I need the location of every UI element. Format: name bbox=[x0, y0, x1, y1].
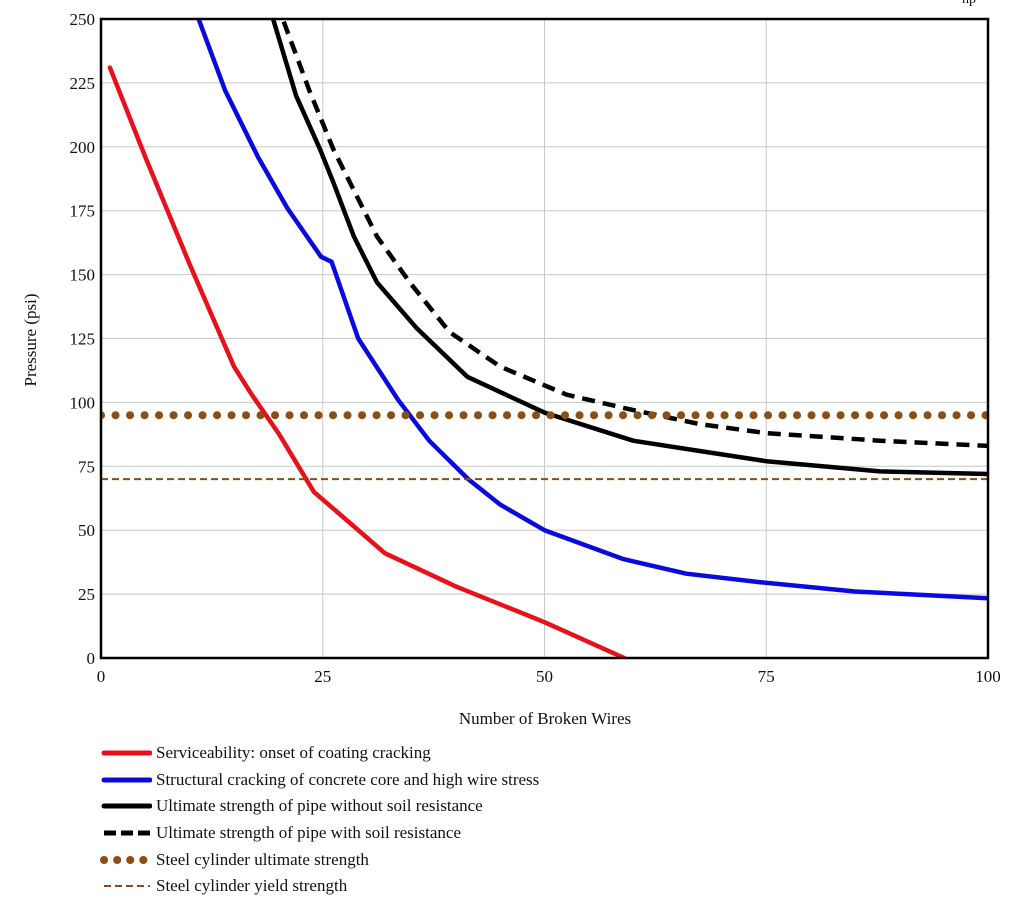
legend-swatch bbox=[101, 777, 152, 783]
y-tick-label: 225 bbox=[70, 74, 96, 93]
legend-item: Steel cylinder ultimate strength bbox=[100, 846, 539, 873]
legend-item: Ultimate strength of pipe with soil resi… bbox=[100, 820, 539, 847]
series-structural-cracking-of-concrete-core-and-high-wire-stress-line bbox=[196, 19, 988, 601]
legend: Serviceability: onset of coating crackin… bbox=[100, 740, 539, 900]
y-tick-label: 250 bbox=[70, 10, 96, 29]
corner-annotation: np bbox=[962, 0, 976, 7]
series-ultimate-strength-of-pipe-with-soil-resistance-line bbox=[281, 20, 988, 449]
y-axis-label: Pressure (psi) bbox=[21, 293, 40, 386]
legend-label: Structural cracking of concrete core and… bbox=[156, 769, 540, 789]
plot-frame bbox=[99, 17, 990, 660]
y-tick-label: 150 bbox=[70, 266, 96, 285]
legend-swatch bbox=[101, 750, 152, 756]
legend-label: Ultimate strength of pipe without soil r… bbox=[156, 796, 483, 816]
legend-item: Steel cylinder yield strength bbox=[100, 873, 539, 900]
y-tick-label: 50 bbox=[78, 521, 95, 540]
x-axis-label: Number of Broken Wires bbox=[459, 709, 631, 728]
y-tick-label: 75 bbox=[78, 457, 95, 476]
legend-item: Ultimate strength of pipe without soil r… bbox=[100, 793, 539, 820]
legend-swatch bbox=[101, 803, 152, 809]
y-tick-label: 100 bbox=[70, 393, 96, 412]
y-tick-label: 200 bbox=[70, 138, 96, 157]
legend-swatch bbox=[104, 885, 150, 888]
series-group bbox=[101, 19, 988, 658]
y-tick-label: 125 bbox=[70, 330, 96, 349]
x-tick-label: 75 bbox=[758, 667, 775, 686]
legend-item: Structural cracking of concrete core and… bbox=[100, 767, 539, 794]
legend-swatch bbox=[104, 830, 150, 836]
y-tick-label: 25 bbox=[78, 585, 95, 604]
x-tick-label: 25 bbox=[314, 667, 331, 686]
legend-label: Serviceability: onset of coating crackin… bbox=[156, 743, 431, 763]
legend-item: Serviceability: onset of coating crackin… bbox=[100, 740, 539, 767]
legend-swatch bbox=[100, 855, 152, 864]
series-serviceability-onset-of-coating-cracking-line bbox=[107, 65, 627, 658]
series-ultimate-strength-of-pipe-without-soil-resistance-line bbox=[270, 19, 988, 477]
y-tick-label: 175 bbox=[70, 202, 96, 221]
x-tick-label: 100 bbox=[975, 667, 1001, 686]
legend-label: Steel cylinder yield strength bbox=[156, 876, 348, 896]
tick-labels: 0 25 50 75 100 0 25 50 75 100 125 150 175 200 225 250 bbox=[70, 10, 1001, 686]
legend-label: Steel cylinder ultimate strength bbox=[156, 849, 369, 869]
x-tick-label: 50 bbox=[536, 667, 553, 686]
grid bbox=[100, 18, 989, 659]
x-tick-label: 0 bbox=[97, 667, 106, 686]
y-tick-label: 0 bbox=[87, 649, 96, 668]
legend-label: Ultimate strength of pipe with soil resi… bbox=[156, 823, 461, 843]
